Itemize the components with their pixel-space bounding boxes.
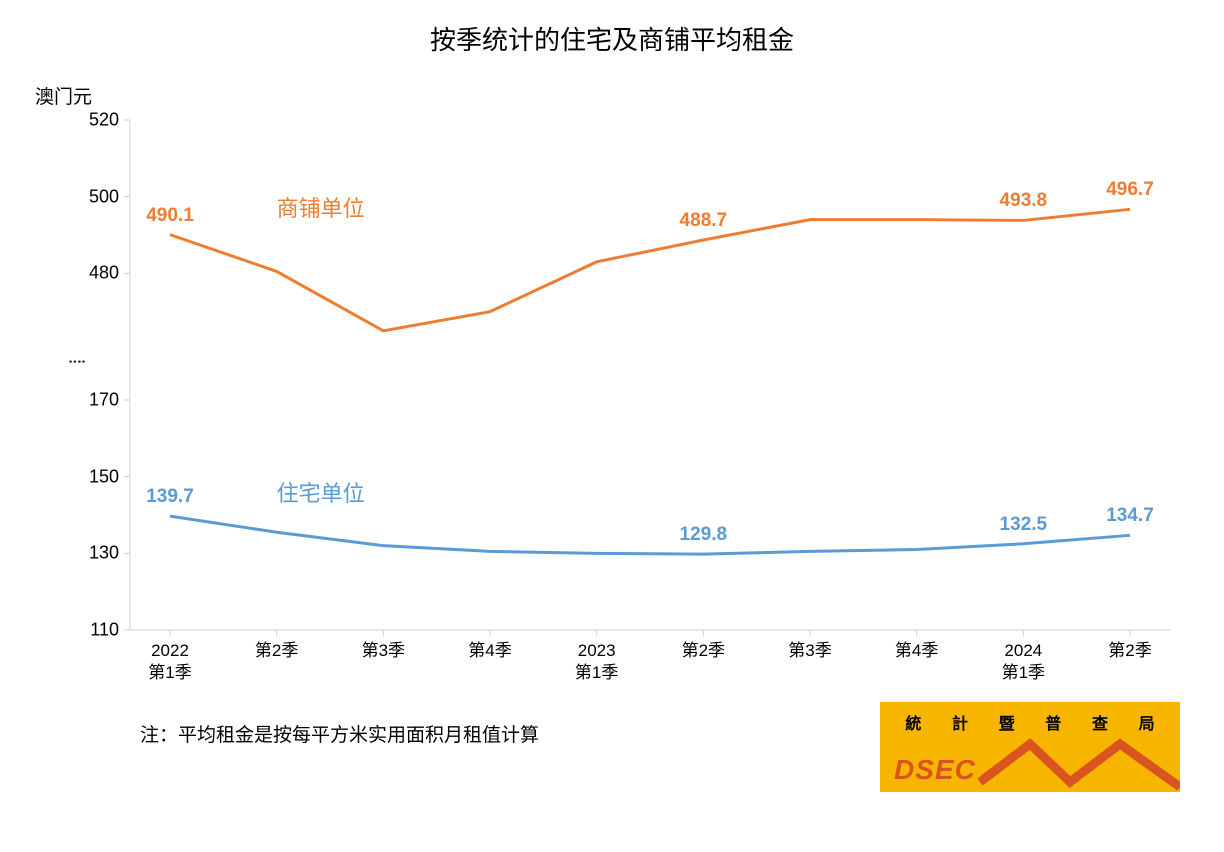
- chart-title: 按季统计的住宅及商铺平均租金: [0, 20, 1224, 57]
- data-label: 129.8: [680, 524, 728, 546]
- y-tick-label: 110: [69, 620, 119, 641]
- rent-chart: 按季统计的住宅及商铺平均租金 澳门元 110 130 150 170 480 500 520…: [0, 0, 1224, 852]
- data-label: 488.7: [680, 210, 728, 232]
- y-axis-title: 澳门元: [35, 82, 92, 109]
- x-tick-label: 第4季: [895, 640, 938, 662]
- y-tick-label: 500: [69, 186, 119, 207]
- x-tick-label: 第2季: [1108, 640, 1151, 662]
- x-tick-label: 2024第1季: [1002, 640, 1045, 684]
- x-tick-label: 2022第1季: [148, 640, 191, 684]
- data-label: 139.7: [146, 486, 194, 508]
- y-tick-label: 480: [69, 263, 119, 284]
- series-line-住宅单位: [170, 516, 1130, 554]
- data-label: 496.7: [1106, 179, 1154, 201]
- y-tick-label: 130: [69, 543, 119, 564]
- chart-footnote: 注：平均租金是按每平方米实用面积月租值计算: [140, 720, 539, 747]
- x-tick-label: 第3季: [362, 640, 405, 662]
- x-tick-label: 第2季: [255, 640, 298, 662]
- data-label: 493.8: [1000, 190, 1048, 212]
- y-tick-label: 170: [69, 390, 119, 411]
- series-line-商铺单位: [170, 209, 1130, 331]
- series-label-住宅单位: 住宅单位: [277, 476, 365, 508]
- y-tick-label: 520: [69, 110, 119, 131]
- x-tick-label: 第3季: [788, 640, 831, 662]
- y-tick-label: 150: [69, 466, 119, 487]
- logo-top-text: 統計暨普查局: [880, 710, 1180, 734]
- axis-break-icon: ⁞: [63, 359, 86, 365]
- x-tick-label: 第4季: [468, 640, 511, 662]
- data-label: 132.5: [1000, 514, 1048, 536]
- data-label: 134.7: [1106, 505, 1154, 527]
- logo-bottom-text: DSEC: [894, 754, 976, 786]
- x-tick-label: 第2季: [682, 640, 725, 662]
- x-tick-label: 2023第1季: [575, 640, 618, 684]
- data-label: 490.1: [146, 205, 194, 227]
- series-label-商铺单位: 商铺单位: [277, 191, 365, 223]
- dsec-logo: 統計暨普查局 DSEC: [880, 702, 1180, 792]
